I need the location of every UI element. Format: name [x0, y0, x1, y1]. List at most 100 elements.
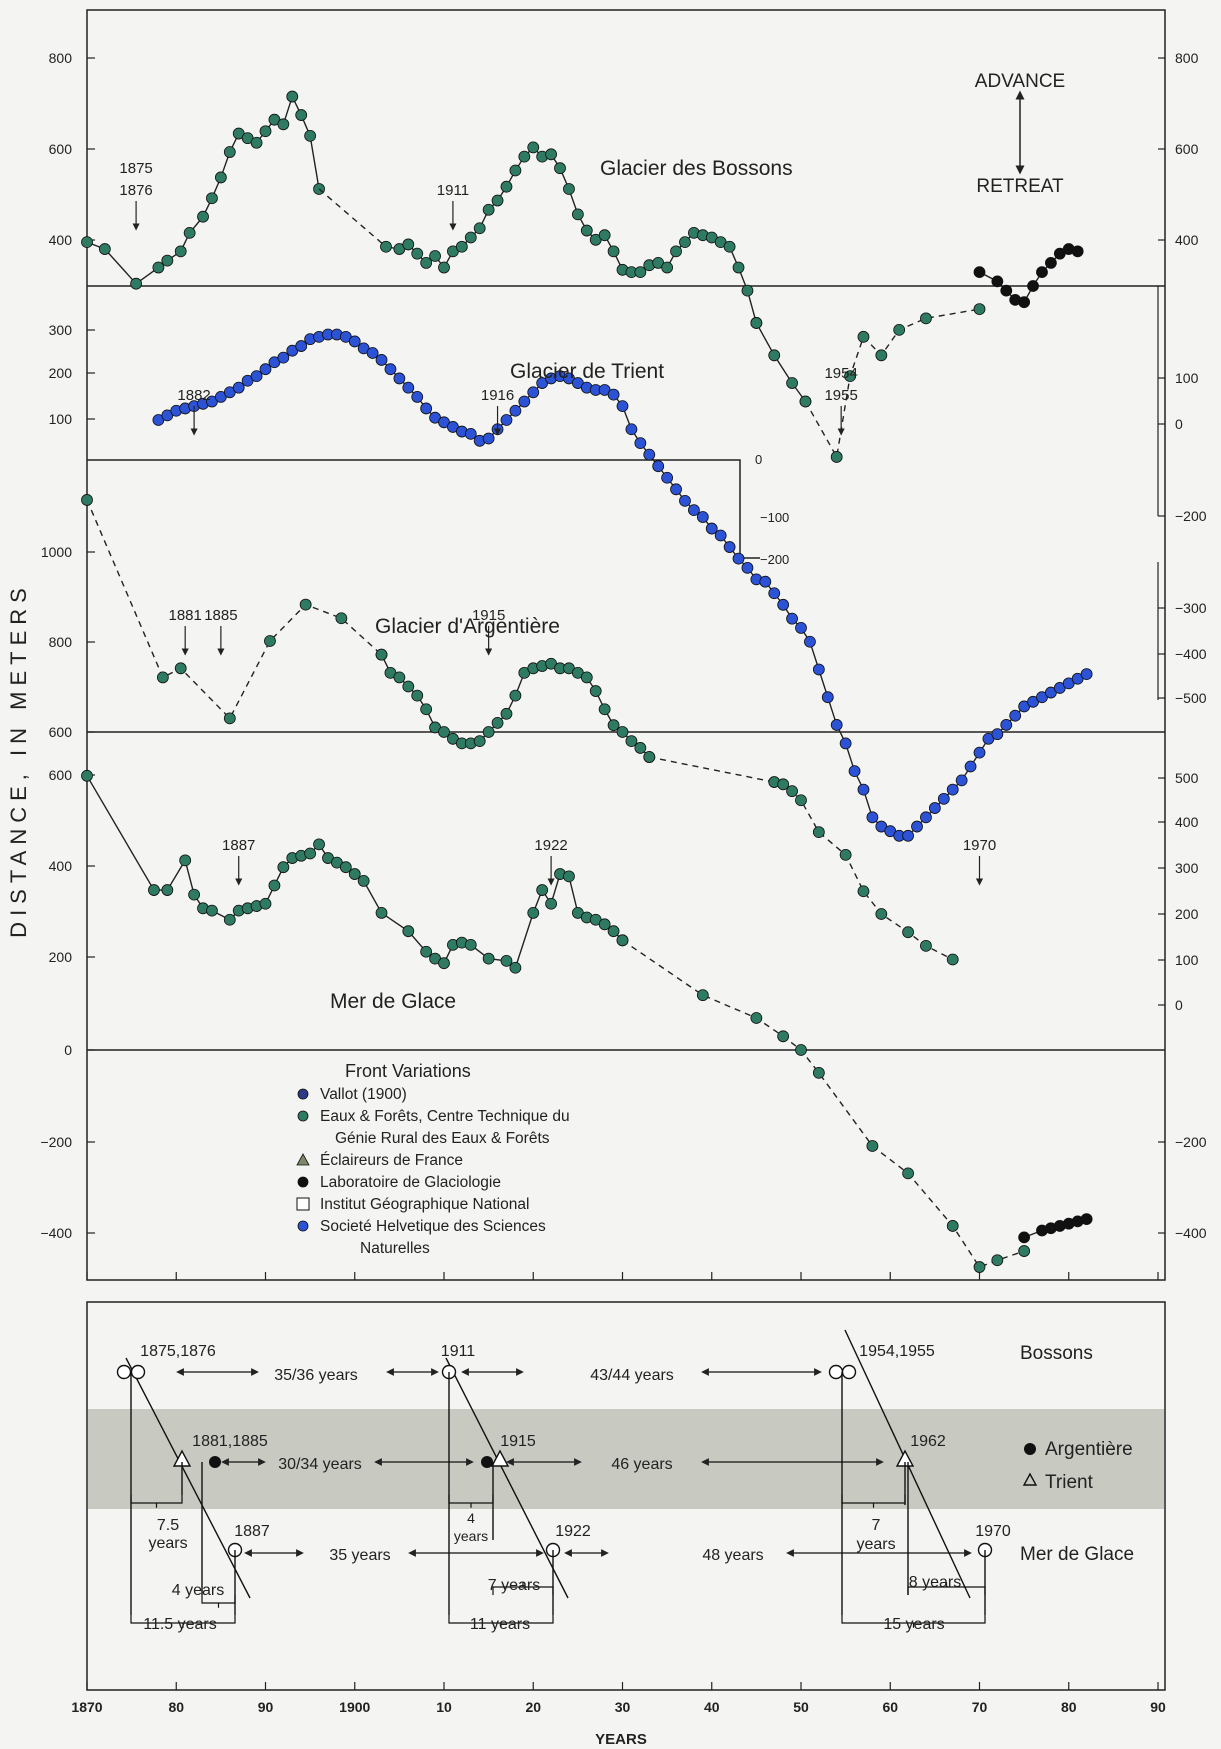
left-tick-label: −200: [40, 1134, 72, 1150]
data-point: [402, 238, 415, 251]
data-point: [844, 370, 856, 382]
interval-label: 11.5 years: [143, 1616, 217, 1633]
annotation-label: 1882: [177, 387, 210, 404]
data-point: [1080, 668, 1093, 680]
legend-marker: [297, 1176, 309, 1188]
data-point: [223, 712, 236, 725]
data-point: [1080, 1213, 1093, 1225]
data-point: [500, 954, 513, 967]
data-point: [973, 1261, 986, 1273]
legend-label: Vallot (1900): [320, 1086, 407, 1103]
right-tick-label: −200: [1175, 1134, 1207, 1150]
data-point: [81, 236, 93, 249]
data-point: [250, 136, 263, 149]
data-point: [866, 811, 879, 824]
data-point: [527, 907, 540, 919]
data-point: [795, 1044, 807, 1056]
timeline-layer: Bossons Mer de Glace Argentière Trient 1875,…: [116, 1329, 1134, 1633]
data-point: [536, 884, 549, 896]
event-label: 1962: [910, 1433, 946, 1450]
left-tick-label: 400: [49, 232, 73, 248]
series-line: [86, 499, 382, 720]
data-point: [625, 423, 638, 436]
data-point: [643, 751, 656, 763]
interval-bracket: [907, 1582, 986, 1595]
data-point: [393, 372, 406, 385]
annotation-label: 1970: [963, 837, 996, 854]
data-point: [402, 680, 415, 693]
data-point: [491, 717, 504, 729]
annotation-label: 1922: [534, 837, 567, 854]
data-point: [946, 1220, 959, 1232]
data-point: [259, 125, 272, 138]
data-point: [223, 146, 236, 158]
data-point: [848, 765, 861, 778]
data-point: [420, 945, 433, 958]
data-point: [786, 785, 798, 798]
data-point: [518, 150, 531, 163]
x-tick-label: 80: [168, 1699, 184, 1715]
data-point: [786, 612, 798, 625]
data-point: [679, 494, 691, 507]
legend-label: Societé Helvetique des Sciences: [320, 1218, 546, 1235]
data-point: [616, 400, 629, 413]
data-point: [875, 908, 888, 920]
data-point: [268, 879, 281, 892]
left-tick-label: 600: [49, 724, 73, 740]
data-point: [393, 671, 406, 684]
right-tick-label: −200: [1175, 508, 1207, 524]
x-tick-label: 1900: [339, 1699, 370, 1715]
event-label: 1954,1955: [859, 1343, 935, 1360]
left-tick-label: 200: [49, 365, 73, 381]
interval-label: 7 years: [488, 1577, 540, 1594]
data-point: [563, 870, 575, 883]
data-point: [81, 769, 93, 782]
data-point: [375, 907, 388, 919]
data-point: [812, 1066, 825, 1079]
data-point: [473, 222, 486, 235]
timeline-row-label: Bossons: [1020, 1343, 1093, 1364]
event-label: 1970: [975, 1523, 1011, 1540]
data-point: [1000, 719, 1013, 731]
data-point: [179, 854, 192, 867]
data-point: [946, 953, 959, 966]
data-point: [366, 347, 379, 359]
data-point: [375, 648, 388, 661]
x-tick-label: 10: [436, 1699, 452, 1715]
data-point: [527, 386, 540, 399]
interval-label: 4 years: [172, 1582, 224, 1599]
data-point: [482, 726, 495, 738]
interval-bracket: [448, 1615, 554, 1628]
data-point: [420, 703, 433, 716]
trient-minus100-label: −100: [760, 510, 789, 525]
data-point: [741, 284, 754, 297]
interval-label: years: [148, 1535, 187, 1552]
annotation-label: 1916: [481, 387, 514, 404]
data-point: [518, 395, 531, 408]
x-tick-label: 20: [525, 1699, 541, 1715]
left-tick-label: 600: [49, 767, 73, 783]
right-tick-label: −400: [1175, 1225, 1207, 1241]
data-point: [380, 240, 392, 253]
advance-label: ADVANCE: [975, 71, 1065, 92]
data-point: [500, 414, 513, 426]
data-point: [438, 957, 450, 970]
data-point: [830, 719, 843, 731]
data-point: [206, 904, 218, 917]
data-point: [130, 277, 142, 290]
data-point: [866, 1140, 879, 1152]
data-point: [464, 427, 477, 440]
main-plot-frame: [86, 9, 1166, 1281]
data-point: [148, 884, 160, 896]
data-point: [634, 437, 647, 450]
data-point: [580, 224, 593, 237]
data-point: [1036, 266, 1048, 279]
data-point: [723, 541, 736, 553]
data-point: [607, 245, 620, 258]
series-line: [318, 188, 387, 248]
interval-label: 7: [872, 1517, 881, 1534]
x-tick-label: 50: [793, 1699, 809, 1715]
data-point: [545, 897, 557, 910]
event-label: 1911: [441, 1343, 476, 1360]
